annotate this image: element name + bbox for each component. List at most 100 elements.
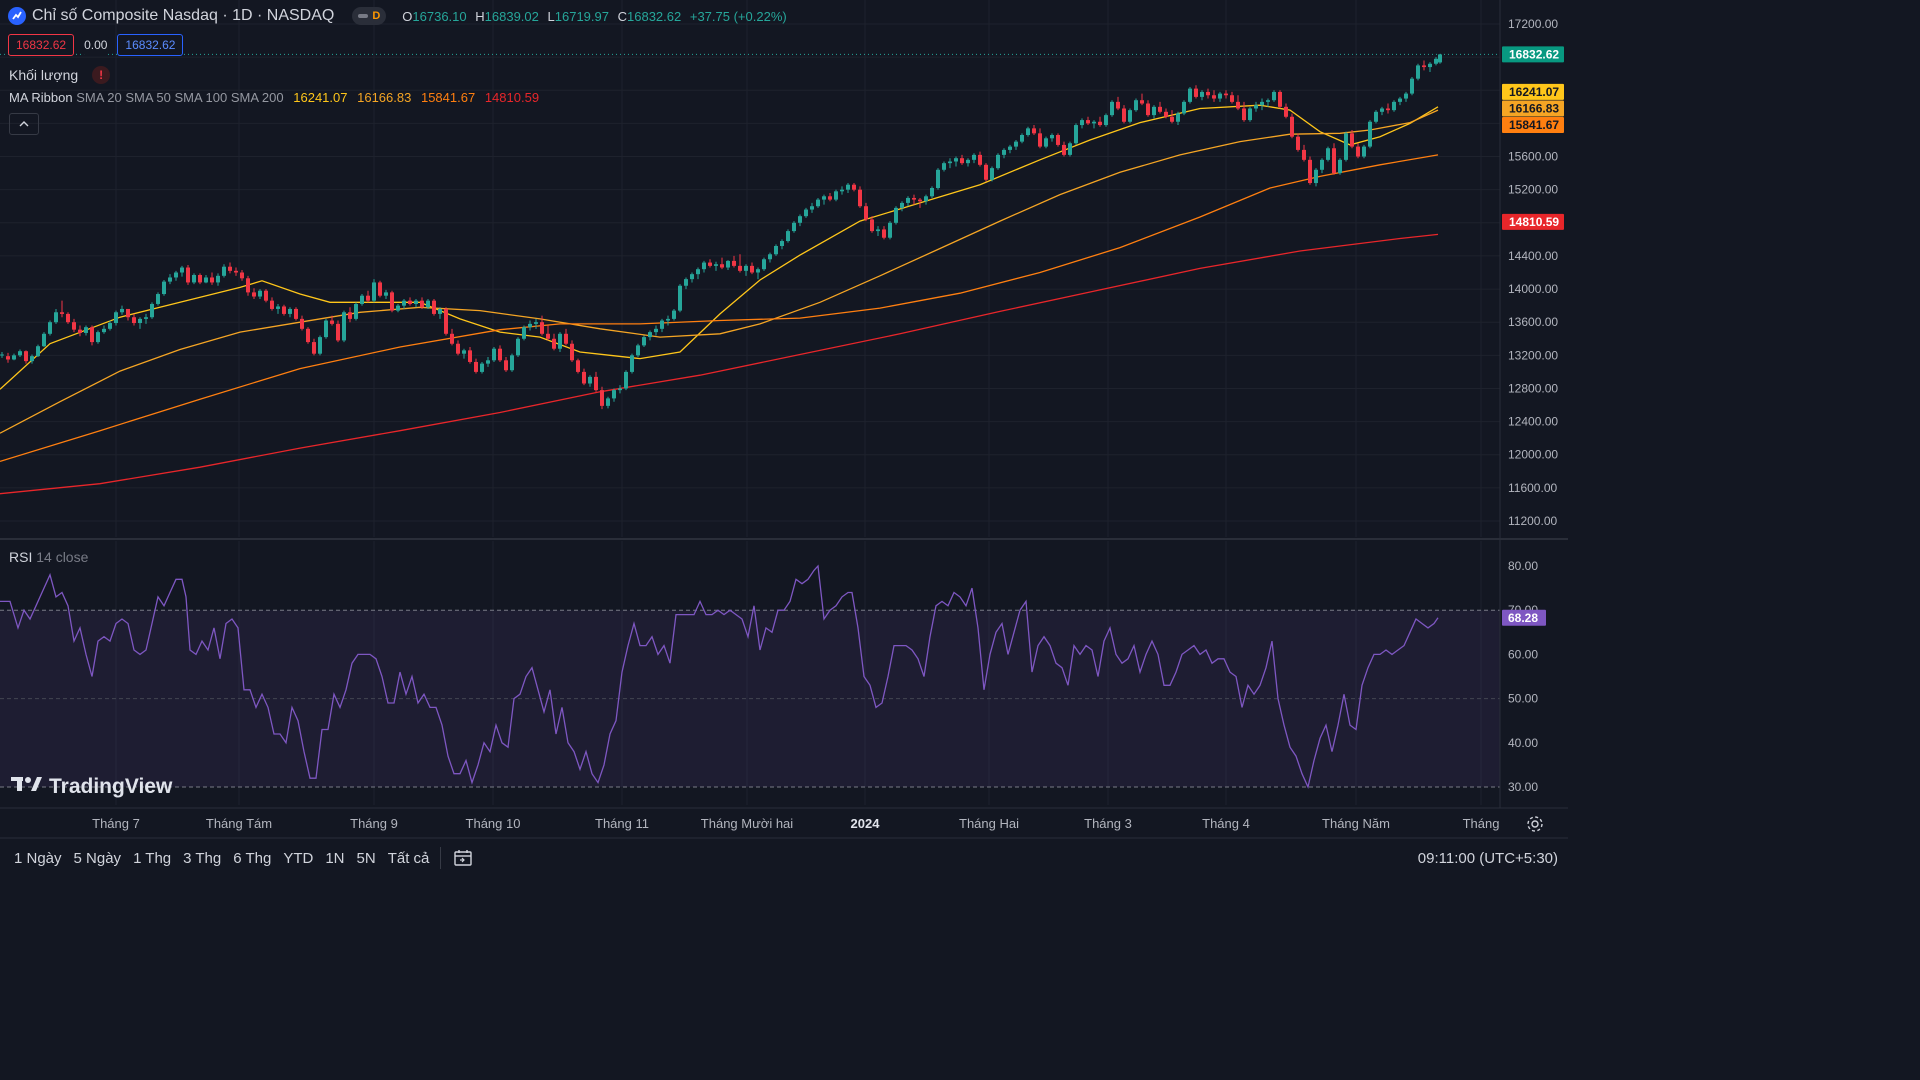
candle-body (528, 323, 532, 328)
candle (276, 303, 280, 314)
range-3m[interactable]: 3 Thg (183, 849, 222, 867)
candle-body (1416, 65, 1420, 79)
toolbar-divider (440, 847, 442, 869)
candle-body (1356, 146, 1360, 157)
timezone-clock[interactable]: 09:11:00 (UTC+5:30) (1417, 850, 1558, 867)
y-tick-label: 13600.00 (1508, 315, 1558, 329)
candle-body (288, 308, 292, 314)
price-axis-label-text: 16166.83 (1509, 101, 1559, 115)
candle-body (270, 300, 274, 309)
candle (120, 305, 124, 315)
candle-body (1164, 111, 1168, 117)
range-1y[interactable]: 1N (325, 849, 345, 867)
range-6m[interactable]: 6 Thg (233, 849, 272, 867)
ohlc-close-key: C (617, 8, 627, 24)
candle-body (420, 300, 424, 308)
sell-button[interactable]: 16832.62 (8, 34, 75, 56)
candle (1218, 91, 1222, 102)
candle (924, 194, 928, 205)
range-1m[interactable]: 1 Thg (133, 849, 172, 867)
interval-badge[interactable]: D (352, 7, 387, 25)
candle-body (990, 168, 994, 180)
candle-body (282, 306, 286, 314)
rsi-legend[interactable]: RSI 14 close (9, 549, 88, 565)
candle-body (636, 345, 640, 356)
chart-canvas[interactable]: 11200.00 11600.00 12000.00 12400.00 12800.00… (0, 0, 1568, 882)
tradingview-logo[interactable]: TradingView (11, 775, 172, 799)
candle (438, 307, 442, 319)
candle (750, 262, 754, 275)
volume-legend[interactable]: Khối lượng ! (9, 66, 111, 84)
buy-button[interactable]: 16832.62 (117, 34, 184, 56)
range-5d[interactable]: 5 Ngày (73, 849, 122, 867)
rsi-tick-label: 80.00 (1508, 559, 1538, 573)
candle (390, 290, 394, 313)
candle (858, 186, 862, 208)
candle (1098, 116, 1102, 127)
candle-body (60, 312, 64, 314)
gear-icon[interactable] (1526, 815, 1544, 833)
candle-body (312, 342, 316, 354)
candle (90, 325, 94, 346)
calendar-goto-icon[interactable] (453, 848, 473, 868)
candle (324, 318, 328, 339)
candle-body (1176, 113, 1180, 122)
x-tick-label: Tháng 3 (1084, 816, 1132, 831)
candle (1438, 53, 1442, 64)
range-ytd[interactable]: YTD (283, 849, 314, 867)
candle (228, 262, 232, 274)
candle-body (648, 332, 652, 338)
candle-body (336, 323, 340, 341)
y-tick-label: 17200.00 (1508, 17, 1558, 31)
candle-body (1092, 121, 1096, 124)
warning-icon[interactable]: ! (92, 66, 111, 84)
candle (144, 313, 148, 324)
candle-body (1380, 108, 1384, 112)
candle-body (972, 154, 976, 160)
candle-body (168, 277, 172, 282)
candle-body (294, 308, 298, 319)
candle (1428, 62, 1432, 73)
candle-body (1272, 91, 1276, 101)
candle-body (1182, 101, 1186, 114)
candle-body (66, 313, 70, 323)
candle (342, 310, 346, 343)
candle (54, 308, 58, 324)
candle (24, 350, 28, 364)
candle-body (24, 351, 28, 362)
candle-body (192, 274, 196, 283)
candle (618, 385, 622, 394)
sma-line-sma200 (0, 233, 1439, 495)
collapse-legend-button[interactable] (9, 113, 39, 135)
candle-body (264, 290, 268, 301)
candle (1380, 106, 1384, 116)
range-5y[interactable]: 5N (356, 849, 376, 867)
candle (1194, 85, 1198, 99)
candle-body (144, 317, 148, 319)
candle-body (1278, 91, 1282, 107)
candle-body (1392, 101, 1396, 111)
candle-body (882, 229, 886, 238)
candle (480, 361, 484, 374)
ma-ribbon-legend[interactable]: MA Ribbon SMA 20 SMA 50 SMA 100 SMA 200 … (9, 90, 539, 105)
candle (894, 206, 898, 225)
symbol-title[interactable]: Chỉ số Composite Nasdaq · 1D · NASDAQ (32, 7, 335, 24)
candle (336, 320, 340, 343)
candle (1044, 136, 1048, 149)
chart-header: Chỉ số Composite Nasdaq · 1D · NASDAQ D … (8, 7, 792, 25)
range-all[interactable]: Tất cả (387, 849, 430, 867)
candle (1338, 158, 1342, 175)
range-1d[interactable]: 1 Ngày (14, 849, 62, 867)
candle (1290, 113, 1294, 139)
rsi-tick-label: 60.00 (1508, 647, 1538, 661)
candle-body (426, 300, 430, 308)
x-tick-label: Tháng 4 (1202, 816, 1250, 831)
candle-body (0, 354, 4, 356)
y-tick-label: 11200.00 (1508, 514, 1557, 528)
candle-body (6, 356, 10, 360)
nasdaq-logo-icon[interactable] (8, 7, 26, 25)
candle-body (1152, 106, 1156, 116)
candle-body (984, 164, 988, 180)
tradingview-brand: TradingView (49, 775, 173, 798)
candle-body (12, 355, 16, 360)
